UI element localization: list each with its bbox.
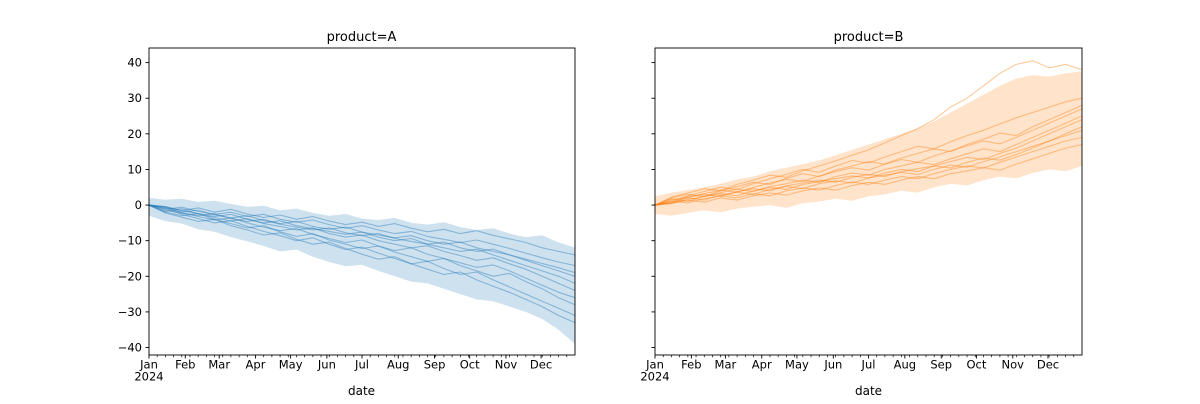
x-tick-label: Sep: [424, 358, 446, 372]
series-line: [654, 129, 1083, 206]
x-tick-label: Aug: [894, 358, 916, 372]
panel-a-xaxis-label: date: [348, 384, 375, 398]
series-line: [654, 108, 1083, 206]
x-tick-label: Dec: [530, 358, 552, 372]
series-line: [654, 119, 1083, 206]
x-tick-year-label: 2024: [640, 370, 669, 384]
series-line: [654, 136, 1083, 206]
series-line: [654, 143, 1083, 206]
x-tick-label: Nov: [495, 358, 518, 372]
series-line: [148, 204, 576, 284]
panel-a-title: product=A: [327, 30, 397, 45]
series-line: [654, 97, 1083, 206]
series-line: [654, 104, 1083, 206]
series-line: [654, 126, 1083, 206]
series-line: [148, 204, 576, 267]
x-tick-label: Jan: [645, 358, 664, 372]
y-tick-label: 30: [127, 91, 142, 105]
x-tick-label: Feb: [681, 358, 701, 372]
y-tick-label: −40: [118, 341, 142, 355]
x-tick-label: Apr: [246, 358, 266, 372]
x-tick-label: May: [785, 358, 809, 372]
x-tick-label: May: [279, 358, 303, 372]
y-tick-label: 20: [127, 127, 142, 141]
x-tick-label: Jul: [354, 358, 369, 372]
y-tick-label: −10: [118, 234, 142, 248]
x-tick-label: Oct: [460, 358, 480, 372]
x-tick-label: Jul: [861, 358, 876, 372]
y-tick-label: −30: [118, 305, 142, 319]
confidence-band: [149, 197, 575, 344]
x-tick-label: Oct: [966, 358, 986, 372]
series-line: [148, 204, 576, 256]
x-tick-label: Apr: [752, 358, 772, 372]
x-tick-label: Mar: [208, 358, 230, 372]
panel-product-b: Jan Feb Mar Apr May Jun Jul Aug Sep Oct Nov Dec 2024: [640, 47, 1083, 384]
panel-b-xaxis-label: date: [855, 384, 882, 398]
series-line: [148, 204, 576, 299]
x-tick-label: Jun: [317, 358, 336, 372]
series-line: [148, 204, 576, 274]
series-line: [148, 204, 576, 317]
series-line: [654, 115, 1083, 206]
series-line: [148, 204, 576, 277]
x-tick-label: Dec: [1037, 358, 1059, 372]
x-tick-year-label: 2024: [134, 370, 163, 384]
x-tick-label: Feb: [175, 358, 195, 372]
x-tick-label: Jun: [823, 358, 842, 372]
y-tick-label: 10: [127, 162, 142, 176]
x-tick-label: Sep: [930, 358, 952, 372]
x-tick-label: Nov: [1002, 358, 1025, 372]
panel-b-title: product=B: [834, 30, 904, 45]
y-tick-label: 0: [135, 198, 142, 212]
x-tick-label: Jan: [139, 358, 158, 372]
series-line: [148, 204, 576, 292]
x-tick-label: Aug: [387, 358, 409, 372]
y-tick-label: 40: [127, 56, 142, 70]
confidence-band: [655, 71, 1082, 216]
y-tick-label: −20: [118, 269, 142, 283]
series-line: [148, 204, 576, 306]
series-line: [654, 60, 1083, 206]
panel-product-a: Jan Feb Mar Apr May Jun Jul Aug Sep Oct Nov Dec 2024…: [118, 47, 576, 384]
x-tick-label: Mar: [715, 358, 737, 372]
series-line: [148, 204, 576, 324]
